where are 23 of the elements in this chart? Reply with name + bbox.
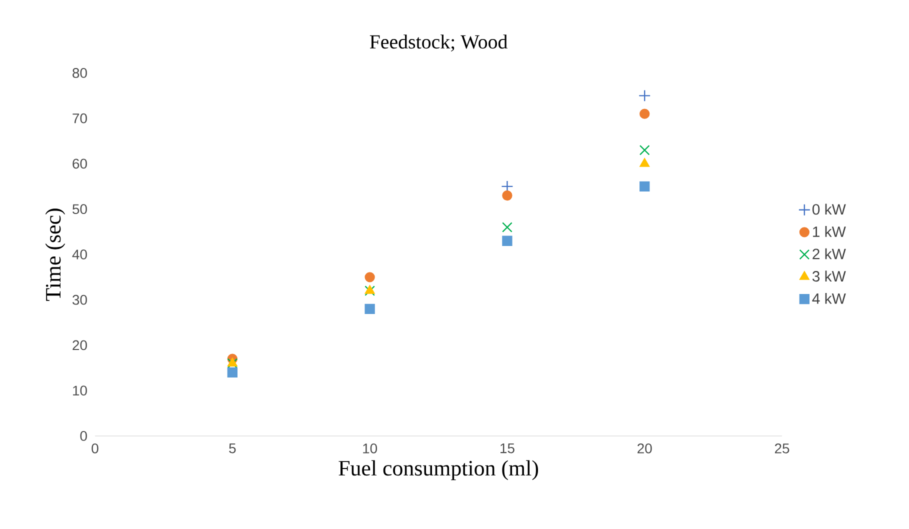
x-tick-label: 0 bbox=[92, 443, 98, 454]
x-tick-label: 5 bbox=[229, 444, 236, 454]
y-axis-title: Time (sec) bbox=[45, 208, 66, 301]
chart-title: Feedstock; Wood bbox=[370, 34, 508, 52]
x-tick-label: 15 bbox=[500, 444, 514, 454]
y-tick-label: 60 bbox=[72, 158, 87, 169]
legend-label: 2 kW bbox=[812, 248, 846, 260]
y-tick-label: 0 bbox=[80, 431, 87, 441]
legend-label: 4 kW bbox=[812, 292, 846, 304]
y-tick-label: 70 bbox=[72, 113, 87, 124]
y-tick-label: 50 bbox=[72, 204, 87, 214]
y-tick-label: 30 bbox=[72, 294, 87, 305]
x-tick-label: 20 bbox=[638, 443, 652, 454]
x-tick-label: 25 bbox=[774, 443, 790, 454]
legend-label: 0 kW bbox=[812, 204, 846, 215]
legend-label: 3 kW bbox=[812, 270, 846, 282]
x-tick-label: 10 bbox=[363, 443, 378, 454]
y-tick-label: 40 bbox=[72, 250, 87, 260]
x-axis-title: Fuel consumption (ml) bbox=[338, 460, 538, 480]
y-tick-label: 80 bbox=[72, 68, 87, 78]
legend-label: 1 kW bbox=[813, 226, 846, 237]
y-tick-label: 10 bbox=[73, 386, 87, 396]
y-tick-label: 20 bbox=[72, 340, 87, 350]
